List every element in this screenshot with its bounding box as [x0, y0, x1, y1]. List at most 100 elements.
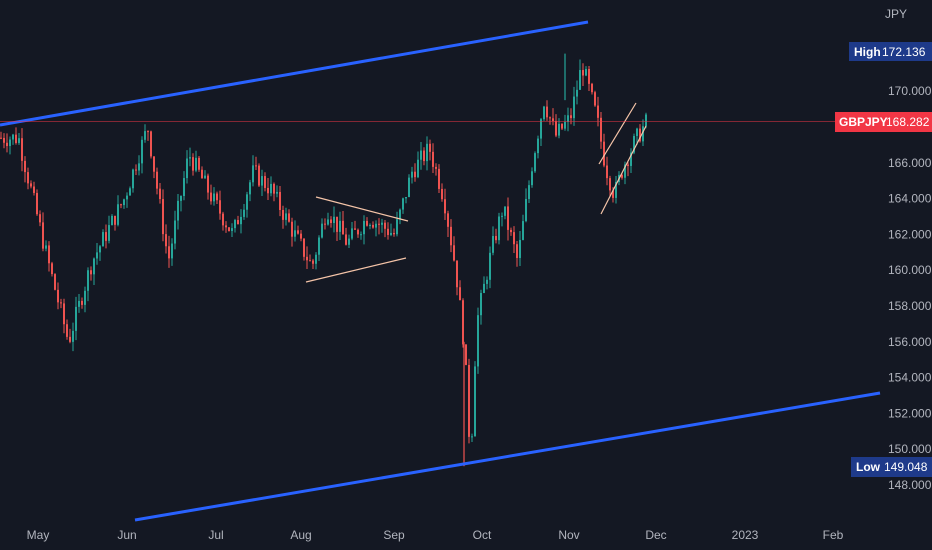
candle-body: [546, 106, 548, 118]
low-tag: Low 149.048: [851, 457, 932, 477]
candle-body: [567, 115, 569, 122]
candle-body: [456, 260, 458, 288]
candle-body: [582, 70, 584, 76]
candle-body: [645, 114, 647, 127]
candle-body: [105, 232, 107, 241]
candle-body: [120, 204, 122, 206]
last-price-symbol: GBPJPY: [839, 115, 888, 129]
candle-body: [270, 183, 272, 194]
y-tick-label: 152.000: [888, 406, 932, 420]
candle-body: [327, 219, 329, 225]
triangle-lower-line[interactable]: [305, 257, 407, 283]
candle-body: [237, 220, 239, 225]
candle-body: [258, 165, 260, 186]
candle-body: [159, 188, 161, 200]
currency-label: JPY: [885, 7, 907, 21]
candle-body: [15, 134, 17, 143]
candle-body: [315, 254, 317, 264]
candle-body: [633, 136, 635, 153]
candle-body: [153, 156, 155, 172]
candle-body: [9, 139, 11, 147]
candle-body: [474, 366, 476, 437]
rising-wedge-upper-line[interactable]: [598, 102, 637, 165]
candle-body: [399, 209, 401, 220]
candle-body: [96, 252, 98, 259]
candle-body: [288, 213, 290, 222]
candle-body: [402, 198, 404, 210]
candle-body: [366, 220, 368, 226]
candle-body: [276, 191, 278, 194]
candle-body: [357, 229, 359, 235]
candlestick-series: [0, 53, 647, 467]
candle-body: [231, 228, 233, 232]
candle-body: [441, 188, 443, 200]
candle-body: [471, 436, 473, 438]
candle-body: [540, 119, 542, 139]
x-axis[interactable]: May Jun Jul Aug Sep Oct Nov Dec 2023 Feb: [27, 528, 844, 542]
candle-body: [483, 283, 485, 293]
upper-channel-trendline[interactable]: [0, 20, 589, 127]
candle-body: [510, 229, 512, 233]
y-tick-label: 154.000: [888, 371, 932, 385]
candle-body: [348, 238, 350, 245]
candle-body: [462, 300, 464, 345]
candle-body: [381, 222, 383, 225]
y-tick-label: 148.000: [888, 478, 932, 492]
candle-body: [294, 230, 296, 237]
candle-body: [516, 244, 518, 258]
y-tick-label: 166.000: [888, 156, 932, 170]
candle-body: [156, 171, 158, 189]
candle-body: [222, 213, 224, 226]
candle-body: [282, 210, 284, 220]
candle-body: [336, 216, 338, 232]
triangle-upper-line[interactable]: [315, 196, 409, 222]
candle-body: [57, 289, 59, 303]
candle-body: [543, 106, 545, 120]
candle-body: [243, 209, 245, 217]
candle-body: [297, 230, 299, 234]
candle-body: [333, 216, 335, 224]
candle-body: [522, 221, 524, 240]
candle-body: [531, 171, 533, 186]
candle-body: [417, 159, 419, 178]
candle-body: [603, 141, 605, 166]
candle-body: [117, 204, 119, 225]
candle-body: [210, 192, 212, 202]
candle-body: [75, 306, 77, 331]
candle-body: [60, 302, 62, 304]
candle-body: [39, 214, 41, 223]
candle-body: [624, 164, 626, 178]
candle-body: [306, 256, 308, 261]
candle-body: [285, 213, 287, 220]
candle-body: [447, 213, 449, 227]
candle-body: [372, 224, 374, 228]
candle-body: [345, 234, 347, 245]
candle-body: [324, 223, 326, 225]
y-axis[interactable]: 148.000 150.000 152.000 154.000 156.000 158.0…: [888, 84, 932, 492]
candle-body: [42, 222, 44, 249]
candle-body: [108, 225, 110, 241]
lower-channel-trendline[interactable]: [134, 391, 881, 522]
candle-body: [18, 138, 20, 143]
candle-body: [54, 274, 56, 290]
candle-body: [93, 258, 95, 275]
candle-body: [621, 174, 623, 178]
low-tag-label: Low: [856, 460, 881, 474]
candle-body: [591, 83, 593, 93]
x-tick-label: Jun: [117, 528, 136, 542]
candle-body: [555, 120, 557, 136]
candle-body: [321, 223, 323, 238]
y-tick-label: 170.000: [888, 84, 932, 98]
candle-body: [393, 232, 395, 235]
candle-body: [414, 171, 416, 178]
candle-body: [69, 336, 71, 342]
candle-body: [189, 157, 191, 159]
x-tick-label: Aug: [290, 528, 311, 542]
candle-body: [303, 238, 305, 257]
drawings[interactable]: [0, 20, 881, 522]
y-tick-label: 158.000: [888, 299, 932, 313]
candle-body: [291, 221, 293, 237]
y-tick-label: 160.000: [888, 263, 932, 277]
rising-wedge-lower-line[interactable]: [600, 125, 647, 215]
